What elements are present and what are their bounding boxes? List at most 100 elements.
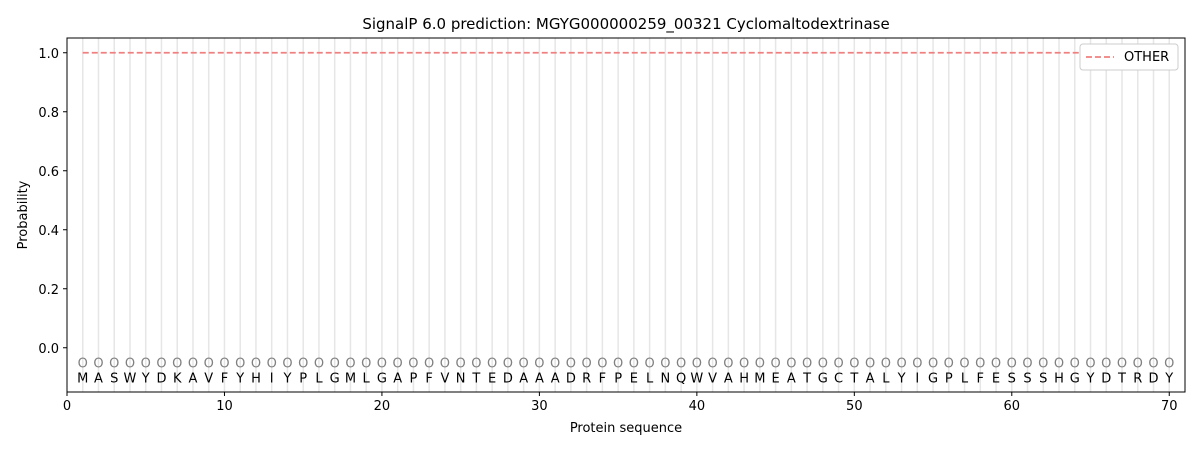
region-label: O (93, 357, 103, 372)
region-label: O (912, 357, 922, 372)
region-label: O (456, 357, 466, 372)
region-label: O (78, 357, 88, 372)
residue-label: E (488, 371, 496, 386)
residue-label: Y (1086, 371, 1095, 386)
residue-label: V (204, 371, 213, 386)
residue-label: E (771, 371, 779, 386)
residue-label: F (599, 371, 606, 386)
residue-label: H (251, 371, 261, 386)
region-label: O (156, 357, 166, 372)
residue-label: G (1070, 371, 1080, 386)
residue-label: G (377, 371, 387, 386)
residue-label: D (1101, 371, 1111, 386)
region-label: O (1070, 357, 1080, 372)
residue-label: T (471, 371, 480, 386)
residue-label: R (1133, 371, 1142, 386)
region-label: O (267, 357, 277, 372)
residue-label: L (882, 371, 890, 386)
region-label: O (582, 357, 592, 372)
region-label: O (865, 357, 875, 372)
region-label: O (975, 357, 985, 372)
region-label: O (802, 357, 812, 372)
residue-label: Y (1164, 371, 1173, 386)
region-label: O (1164, 357, 1174, 372)
residue-label: S (1008, 371, 1016, 386)
region-label: O (330, 357, 340, 372)
residue-label: D (1148, 371, 1158, 386)
residue-label: Y (282, 371, 291, 386)
region-label: O (377, 357, 387, 372)
residue-label: A (519, 371, 528, 386)
residue-label: T (1117, 371, 1126, 386)
residue-label: I (915, 371, 919, 386)
region-label: O (597, 357, 607, 372)
residue-label: N (456, 371, 466, 386)
x-tick-label: 70 (1161, 399, 1178, 414)
region-label: O (1022, 357, 1032, 372)
region-label: O (408, 357, 418, 372)
residue-label: A (535, 371, 544, 386)
residue-label: M (345, 371, 356, 386)
region-label: O (172, 357, 182, 372)
region-label: O (298, 357, 308, 372)
residue-label: C (834, 371, 843, 386)
residue-label: L (961, 371, 969, 386)
residue-label: E (992, 371, 1000, 386)
y-tick-label: 0.8 (38, 106, 59, 121)
region-label: O (282, 357, 292, 372)
region-label: O (991, 357, 1001, 372)
residue-label: D (566, 371, 576, 386)
x-axis-label: Protein sequence (570, 421, 682, 436)
residue-label: P (299, 371, 307, 386)
region-label: O (928, 357, 938, 372)
residue-label: Y (897, 371, 906, 386)
region-label: O (660, 357, 670, 372)
residue-label: N (660, 371, 670, 386)
residue-label: Y (235, 371, 244, 386)
residue-label: I (270, 371, 274, 386)
residue-label: L (315, 371, 323, 386)
residue-label: S (1023, 371, 1031, 386)
residue-label: A (94, 371, 103, 386)
region-label: O (519, 357, 529, 372)
region-label: O (707, 357, 717, 372)
residue-label: E (630, 371, 638, 386)
region-label: O (786, 357, 796, 372)
region-label: O (770, 357, 780, 372)
y-tick-label: 1.0 (38, 47, 59, 62)
residue-label: A (551, 371, 560, 386)
region-label: O (487, 357, 497, 372)
region-label: O (959, 357, 969, 372)
residue-label: Y (141, 371, 150, 386)
region-label: O (361, 357, 371, 372)
region-label: O (739, 357, 749, 372)
residue-label: F (425, 371, 432, 386)
residue-label: M (77, 371, 88, 386)
residue-label: T (802, 371, 811, 386)
region-label: O (235, 357, 245, 372)
region-label: O (1117, 357, 1127, 372)
region-label: O (534, 357, 544, 372)
region-label: O (645, 357, 655, 372)
region-label: O (692, 357, 702, 372)
residue-label: A (866, 371, 875, 386)
region-label: O (833, 357, 843, 372)
region-label: O (755, 357, 765, 372)
region-label: O (566, 357, 576, 372)
region-label: O (314, 357, 324, 372)
region-label: O (1054, 357, 1064, 372)
region-label: O (1038, 357, 1048, 372)
y-axis-label: Probability (16, 180, 31, 249)
region-label: O (424, 357, 434, 372)
region-label: O (125, 357, 135, 372)
region-label: O (219, 357, 229, 372)
residue-label: F (221, 371, 228, 386)
residue-label: S (1039, 371, 1047, 386)
region-label: O (204, 357, 214, 372)
region-label: O (471, 357, 481, 372)
y-tick-label: 0.4 (38, 224, 59, 239)
region-label: O (393, 357, 403, 372)
region-label: O (503, 357, 513, 372)
residue-label: W (690, 371, 703, 386)
residue-label: A (724, 371, 733, 386)
